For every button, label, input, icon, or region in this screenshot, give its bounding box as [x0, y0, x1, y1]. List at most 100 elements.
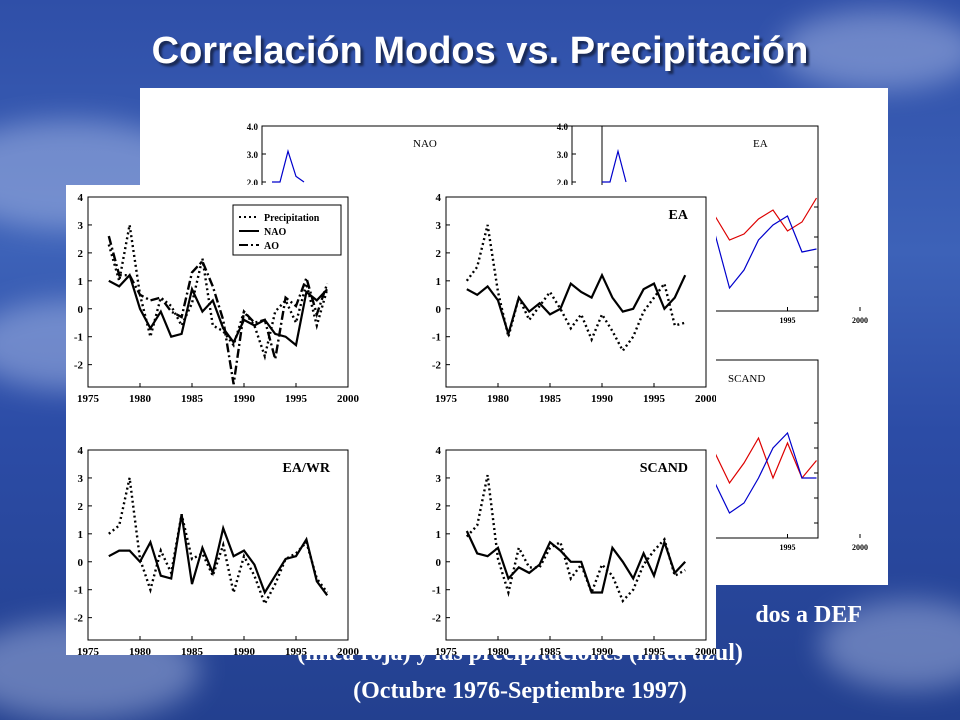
y-tick-label: -2: [432, 360, 442, 372]
chart-1: 4 3 2 1 0 -1 -2 1975 1980 1985 1990 1995 2000 Precipi…: [74, 192, 360, 405]
y-tick-label: 2.0: [557, 178, 569, 188]
x-tick-label: 1995: [643, 393, 666, 405]
x-tick-label: 2000: [337, 393, 360, 405]
series-line: [714, 197, 818, 241]
y-tick-label: 2: [436, 248, 442, 260]
x-tick-label: 1975: [77, 393, 100, 405]
y-tick-label: 4: [436, 192, 442, 204]
series-line-nao: [108, 273, 329, 348]
y-tick-label: -2: [74, 613, 84, 625]
x-tick-label: 2000: [337, 646, 360, 655]
y-tick-label: 4: [78, 192, 84, 204]
y-tick-label: 0: [78, 557, 84, 569]
x-tick-label: 1990: [233, 646, 256, 655]
chart-4: 4 3 2 1 0 -1 -2 1975 1980 1985 1990 1995 2000 SCAND: [432, 445, 718, 658]
series-line: [272, 149, 305, 183]
slide-title: Correlación Modos vs. Precipitación: [151, 30, 809, 72]
y-tick-label: 1: [436, 276, 442, 288]
plot-frame: [87, 196, 349, 388]
y-tick-label: 3: [436, 473, 442, 485]
caption-line-1: dos a DEF: [140, 602, 900, 629]
plot-frame: [445, 196, 707, 388]
y-tick-label: 0: [436, 304, 442, 316]
series-line: [714, 215, 817, 290]
y-tick-label: 3: [78, 220, 84, 232]
y-tick-label: 2.0: [247, 178, 259, 188]
x-tick-label: 1985: [539, 646, 562, 655]
series-line: [714, 431, 817, 514]
series-line-precipitation: [107, 224, 329, 361]
x-tick-label: 2000: [852, 316, 868, 325]
chart-title: EA: [753, 138, 768, 150]
series-line: [602, 148, 627, 183]
y-tick-label: 4: [436, 445, 442, 457]
y-tick-label: -2: [432, 613, 442, 625]
chart-title: EA/WR: [283, 461, 331, 476]
chart-title: SCAND: [640, 461, 688, 476]
y-tick-label: -1: [74, 585, 83, 597]
y-tick-label: 4.0: [557, 122, 569, 132]
x-tick-label: 1975: [435, 393, 458, 405]
caption-line-3: (Octubre 1976-Septiembre 1997): [353, 678, 687, 704]
legend-label: NAO: [264, 227, 286, 238]
chart-title: EA: [669, 208, 689, 223]
y-tick-label: 1: [78, 276, 84, 288]
x-tick-label: 1975: [435, 646, 458, 655]
x-tick-label: 1985: [181, 393, 204, 405]
x-tick-label: 1990: [233, 393, 256, 405]
x-tick-label: 1980: [129, 646, 152, 655]
x-tick-label: 1990: [591, 646, 614, 655]
x-tick-label: 2000: [695, 646, 716, 655]
x-tick-label: 1975: [77, 646, 100, 655]
x-tick-label: 2000: [695, 393, 716, 405]
y-tick-label: 2: [78, 501, 84, 513]
x-tick-label: 1995: [285, 393, 308, 405]
chart-2: 4 3 2 1 0 -1 -2 1975 1980 1985 1990 1995 2000 EA: [432, 192, 718, 405]
chart-title: SCAND: [728, 373, 765, 385]
x-tick-label: 1980: [129, 393, 152, 405]
x-tick-label: 1985: [539, 393, 562, 405]
x-tick-label: 1995: [780, 543, 796, 552]
series-line-dotted: [108, 477, 329, 607]
y-tick-label: 4: [78, 445, 84, 457]
y-tick-label: 3: [436, 220, 442, 232]
y-tick-label: 4.0: [247, 122, 259, 132]
series-line-dotted: [465, 474, 686, 604]
x-tick-label: 1995: [285, 646, 308, 655]
y-tick-label: 3.0: [247, 150, 259, 160]
y-tick-label: 3: [78, 473, 84, 485]
background-cloud: [820, 600, 960, 690]
legend-label: Precipitation: [264, 213, 320, 224]
x-tick-label: 1985: [181, 646, 204, 655]
y-tick-label: 1: [436, 529, 442, 541]
plot-frame: [87, 449, 349, 641]
y-tick-label: -2: [74, 360, 84, 372]
x-tick-label: 2000: [852, 543, 868, 552]
series-line-solid: [466, 272, 687, 338]
x-tick-label: 1980: [487, 393, 510, 405]
y-tick-label: 2: [436, 501, 442, 513]
y-tick-label: 2: [78, 248, 84, 260]
legend-label: AO: [264, 241, 279, 252]
y-tick-label: -1: [74, 332, 83, 344]
y-tick-label: 1: [78, 529, 84, 541]
y-tick-label: -1: [432, 585, 441, 597]
y-tick-label: 0: [78, 304, 84, 316]
x-tick-label: 1980: [487, 646, 510, 655]
series-line-solid: [465, 530, 687, 594]
background-cloud: [780, 10, 960, 90]
x-tick-label: 1990: [591, 393, 614, 405]
y-tick-label: 3.0: [557, 150, 569, 160]
front-figure-panel: 4 3 2 1 0 -1 -2 1975 1980 1985 1990 1995 2000 Precipi…: [66, 185, 718, 658]
series-line-solid: [108, 514, 329, 596]
chart-3: 4 3 2 1 0 -1 -2 1975 1980 1985 1990 1995 2000 EA/WR: [74, 445, 360, 658]
caption-line-1-text: dos a DEF: [755, 602, 862, 628]
y-tick-label: -1: [432, 332, 441, 344]
chart-title: NAO: [413, 138, 437, 150]
x-tick-label: 1995: [780, 316, 796, 325]
x-tick-label: 1995: [643, 646, 666, 655]
plot-frame: [445, 449, 707, 641]
series-line-ao: [107, 235, 329, 385]
y-tick-label: 0: [436, 557, 442, 569]
